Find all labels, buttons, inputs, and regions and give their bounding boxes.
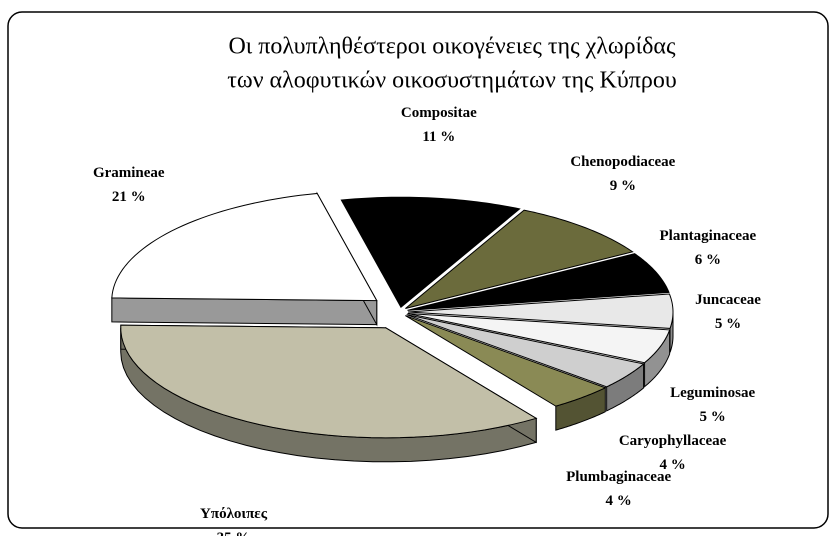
data-label: 35 % <box>217 530 251 536</box>
data-label: Caryophyllaceae <box>619 433 727 449</box>
data-label: 9 % <box>610 178 636 194</box>
data-label: Chenopodiaceae <box>570 154 675 170</box>
data-label: Plumbaginaceae <box>566 469 671 485</box>
data-label: Compositae <box>401 105 477 121</box>
data-label: 21 % <box>112 189 146 205</box>
chart-title: Οι πολυπληθέστεροι οικογένειες της χλωρί… <box>228 34 676 60</box>
data-label: Gramineae <box>93 165 165 181</box>
data-label: 4 % <box>659 457 685 473</box>
slice <box>340 196 521 309</box>
data-label: Leguminosae <box>670 385 755 401</box>
chart-title: των αλοφυτικών οικοσυστημάτων της Κύπρου <box>227 68 676 94</box>
data-label: Juncaceae <box>695 292 761 308</box>
slice <box>407 312 671 364</box>
data-label: 11 % <box>422 129 455 145</box>
slice <box>405 315 607 407</box>
slice <box>111 192 378 302</box>
data-label: 5 % <box>715 316 741 332</box>
slice <box>407 293 674 329</box>
slice <box>120 324 538 439</box>
slice <box>406 314 645 388</box>
data-label: 4 % <box>605 493 631 509</box>
data-label: 5 % <box>700 409 726 425</box>
data-label: Υπόλοιπες <box>200 506 268 522</box>
slice-cut <box>111 297 378 326</box>
data-label: 6 % <box>695 252 721 268</box>
slice <box>405 209 634 309</box>
slice <box>407 253 670 311</box>
data-label: Plantaginaceae <box>659 228 756 244</box>
